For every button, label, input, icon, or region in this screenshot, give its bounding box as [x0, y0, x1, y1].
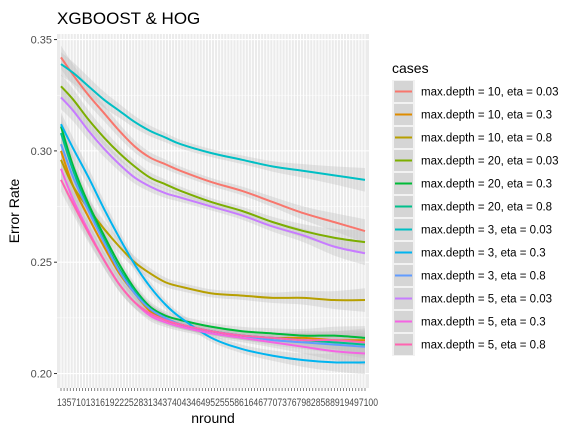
- series-line: [60, 85, 366, 244]
- confidence-band: [61, 139, 365, 352]
- legend-label: max.depth = 5, eta = 0.03: [421, 294, 552, 306]
- confidence-band: [61, 168, 365, 355]
- plot-panel: [57, 34, 369, 388]
- legend-label: max.depth = 20, eta = 0.8: [421, 202, 552, 214]
- legend-title: cases: [392, 60, 429, 76]
- x-axis-title: nround: [191, 410, 235, 426]
- legend-label: max.depth = 10, eta = 0.8: [421, 133, 552, 145]
- legend: max.depth = 10, eta = 0.03 max.depth = 10…: [392, 80, 558, 356]
- legend-label: max.depth = 3, eta = 0.03: [421, 225, 552, 237]
- x-axis: [60, 388, 366, 391]
- legend-label: max.depth = 3, eta = 0.8: [421, 271, 546, 283]
- y-tick-label: 0.30: [31, 146, 52, 158]
- y-axis: 0.20 0.25 0.30 0.35: [31, 35, 57, 381]
- legend-label: max.depth = 20, eta = 0.03: [421, 156, 558, 168]
- x-tick-labels: 1357101316192225283134374043464952555861…: [57, 397, 378, 409]
- series-line: [60, 96, 366, 255]
- series-line: [60, 179, 366, 344]
- y-tick-label: 0.35: [31, 35, 52, 47]
- legend-label: max.depth = 3, eta = 0.3: [421, 248, 546, 260]
- legend-label: max.depth = 20, eta = 0.3: [421, 179, 552, 191]
- series-line: [60, 143, 366, 348]
- series-line: [60, 63, 366, 181]
- confidence-band: [61, 52, 365, 192]
- series-line: [60, 56, 366, 232]
- legend-label: max.depth = 5, eta = 0.8: [421, 340, 546, 352]
- legend-label: max.depth = 10, eta = 0.3: [421, 110, 552, 122]
- confidence-band: [61, 132, 365, 359]
- confidence-band: [61, 147, 365, 312]
- confidence-band: [61, 74, 365, 254]
- series-lines: [60, 56, 366, 364]
- y-tick-label: 0.20: [31, 369, 52, 381]
- legend-label: max.depth = 10, eta = 0.03: [421, 87, 558, 99]
- chart-title: XGBOOST & HOG: [57, 9, 200, 28]
- series-line: [60, 126, 366, 339]
- y-axis-title: Error Rate: [6, 179, 22, 244]
- legend-label: max.depth = 5, eta = 0.3: [421, 317, 546, 329]
- series-line: [60, 123, 366, 364]
- y-tick-label: 0.25: [31, 257, 52, 269]
